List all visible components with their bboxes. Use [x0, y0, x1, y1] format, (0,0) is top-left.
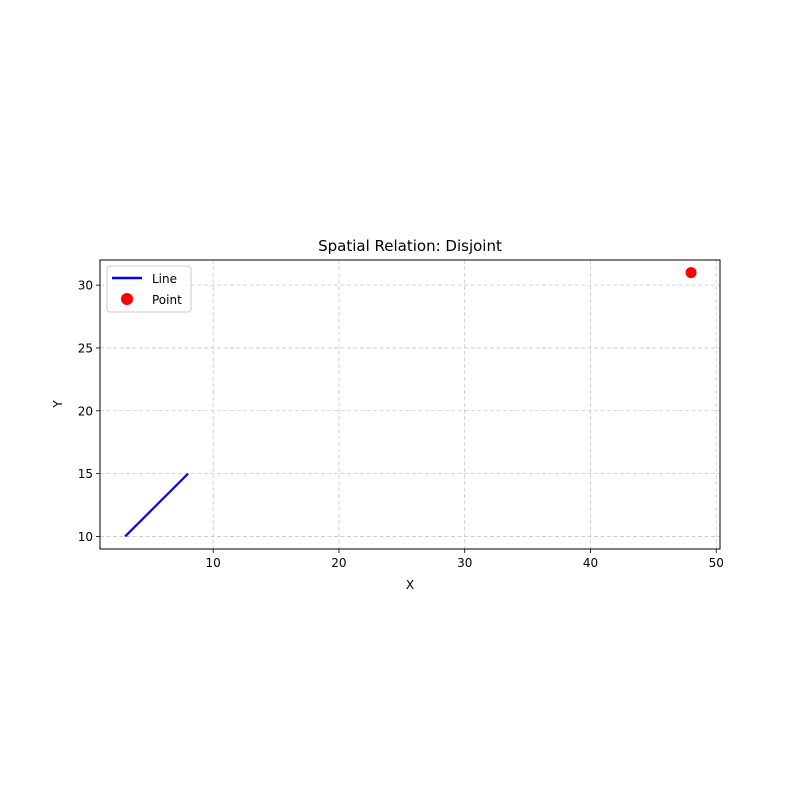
y-axis-label: Y [51, 400, 65, 409]
legend-point-swatch [121, 293, 133, 305]
axes-frame [99, 259, 721, 550]
y-tick-label: 10 [78, 530, 93, 544]
legend-label-point: Point [152, 293, 182, 307]
x-tick-label: 20 [331, 556, 346, 570]
legend-label-line: Line [152, 272, 177, 286]
grid [100, 260, 720, 549]
x-tick-label: 10 [206, 556, 221, 570]
x-tick-label: 40 [583, 556, 598, 570]
y-tick-label: 20 [78, 404, 93, 418]
legend: Line Point [106, 265, 192, 313]
y-tick-label: 30 [78, 279, 93, 293]
series-point [685, 267, 697, 279]
series-line [124, 472, 189, 538]
x-tick-label: 30 [457, 556, 472, 570]
chart-title: Spatial Relation: Disjoint [318, 237, 502, 255]
ticks: 10 20 30 40 50 10 15 20 25 30 [78, 279, 724, 570]
x-tick-label: 50 [709, 556, 724, 570]
y-tick-label: 15 [78, 467, 93, 481]
y-tick-label: 25 [78, 341, 93, 355]
x-axis-label: X [406, 578, 414, 592]
plot-data [124, 267, 697, 538]
